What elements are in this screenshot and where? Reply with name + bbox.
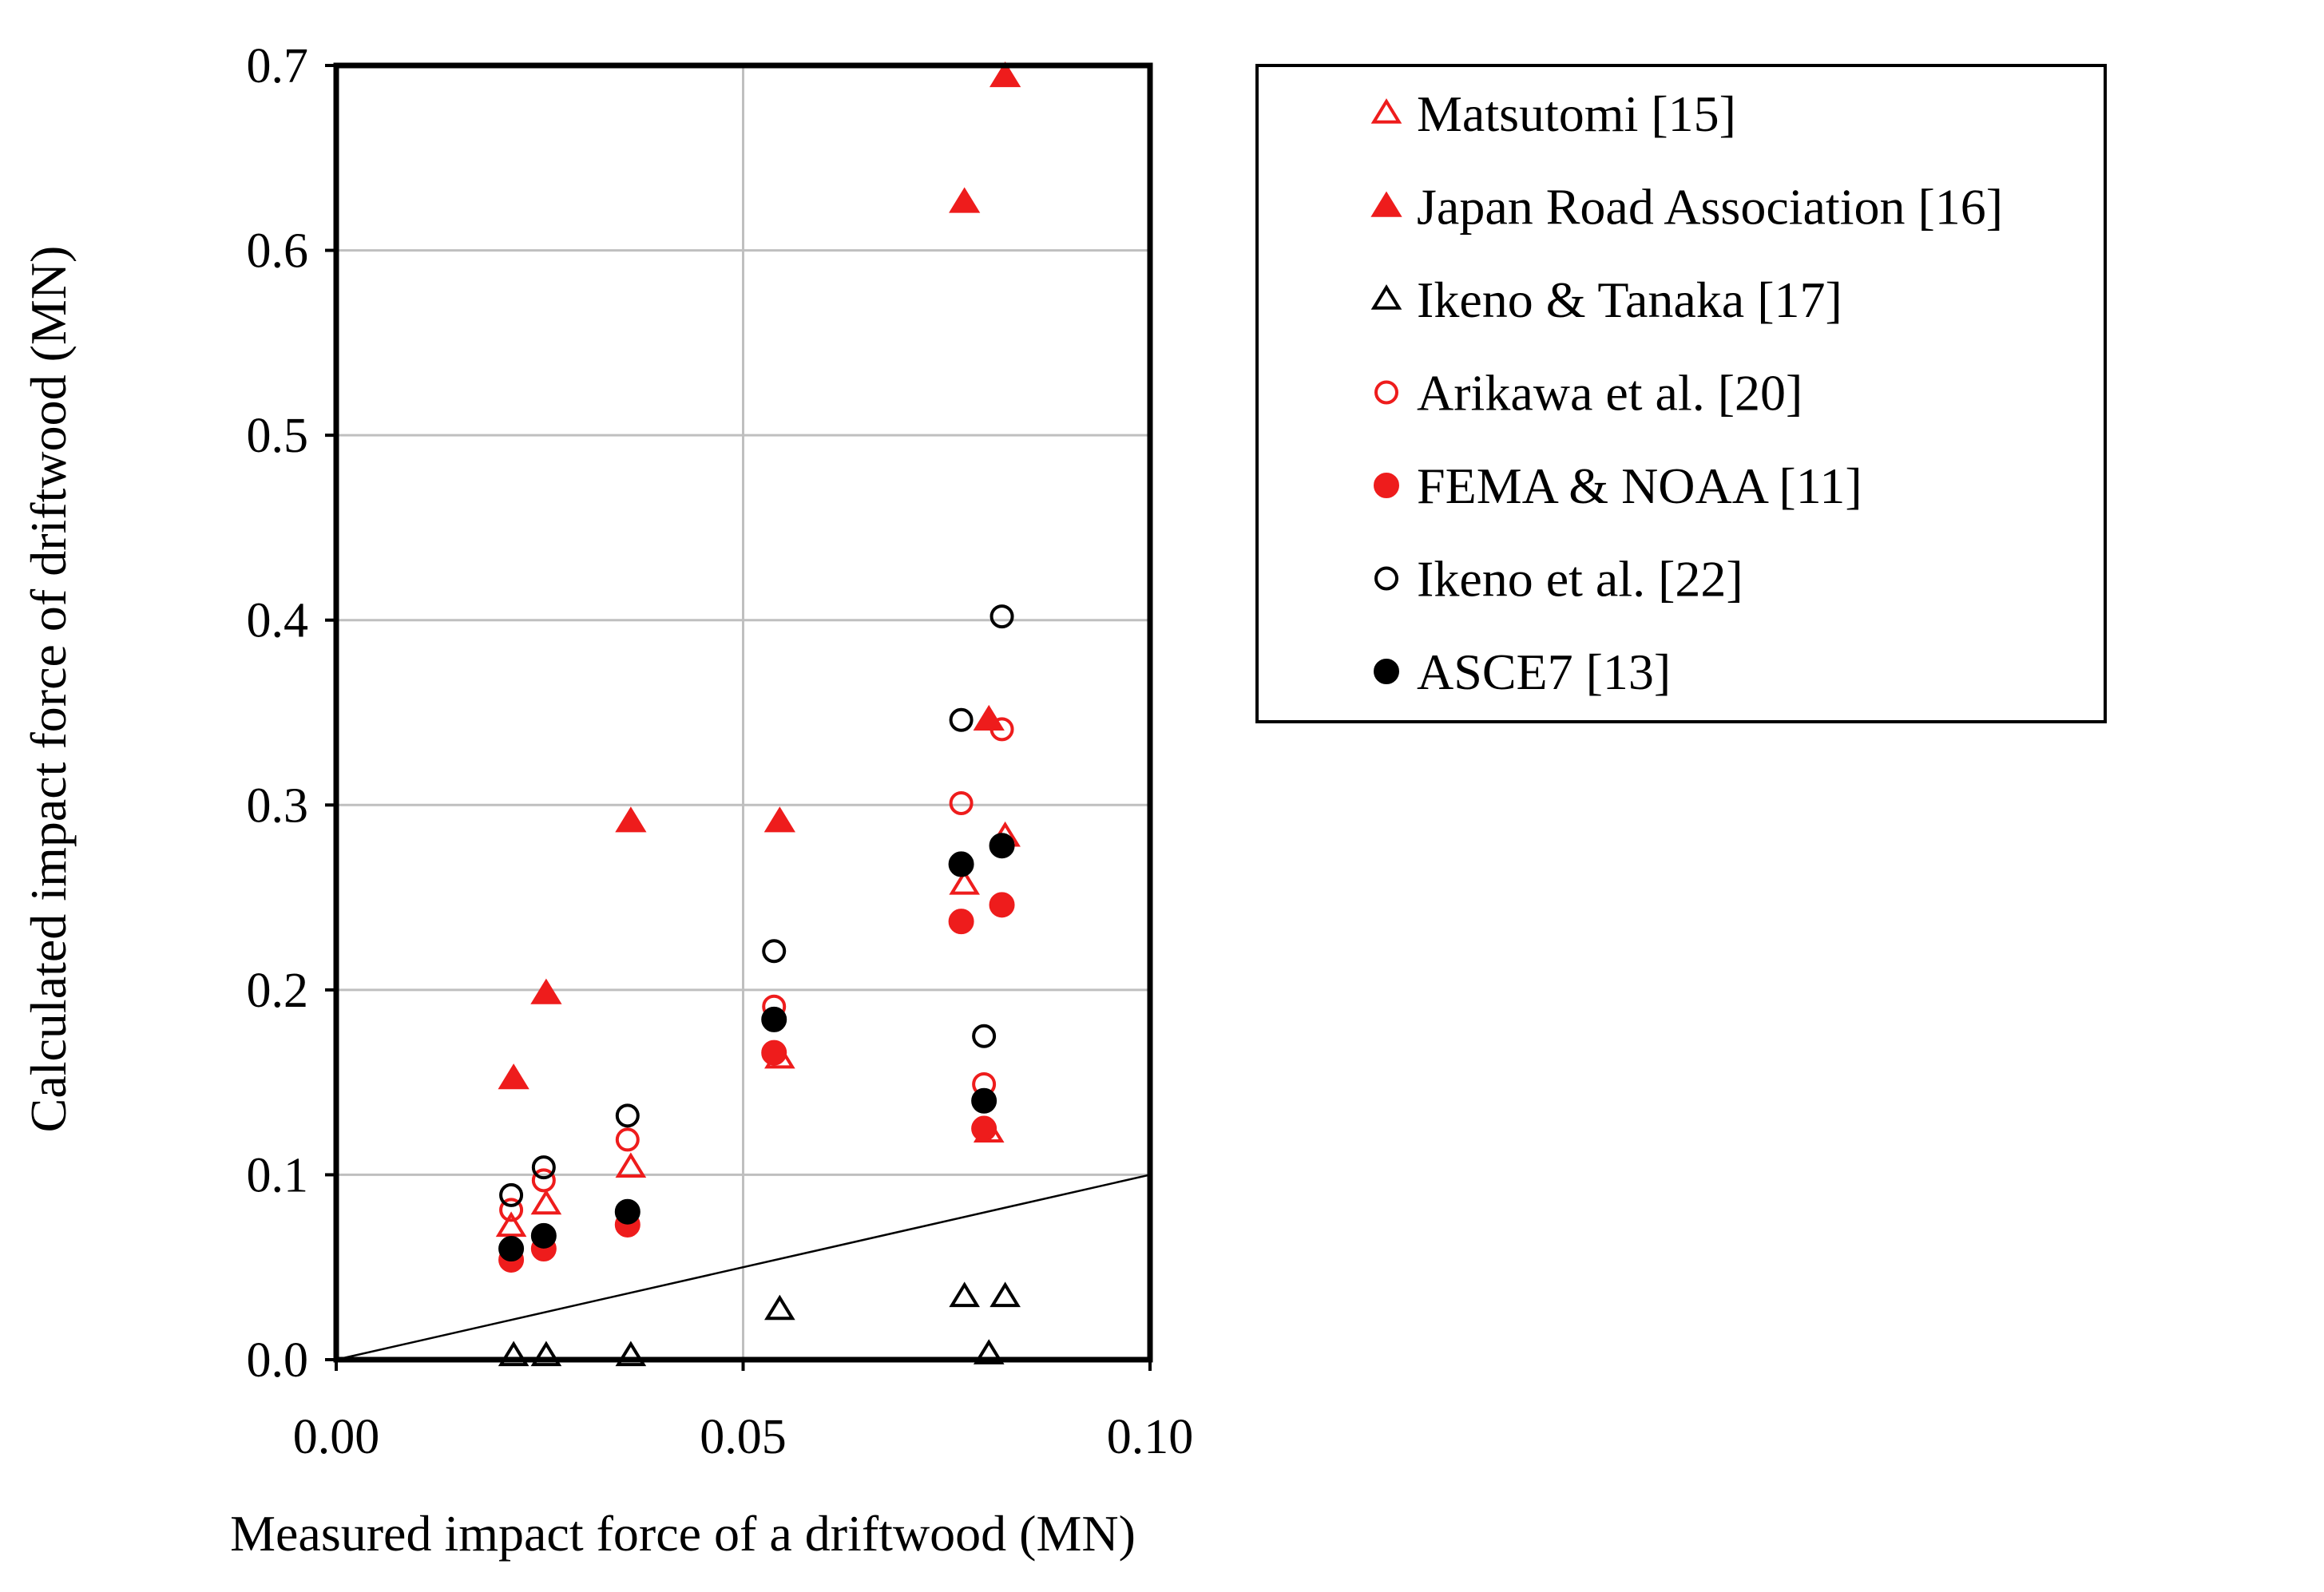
series-2 <box>498 1281 1021 1367</box>
data-point <box>948 909 974 935</box>
x-axis-ticks: 0.00 0.05 0.10 <box>293 1360 1194 1464</box>
data-point <box>498 1341 529 1367</box>
data-point <box>763 806 795 833</box>
legend-marker <box>1374 659 1399 684</box>
legend-marker <box>1374 380 1398 405</box>
legend-label: Ikeno et al. [22] <box>1417 551 1743 608</box>
data-point <box>973 1339 1005 1364</box>
data-point <box>972 1024 997 1048</box>
x-tick-label: 0.05 <box>700 1410 787 1464</box>
legend-marker <box>1374 473 1399 498</box>
y-tick-label: 0.1 <box>247 1148 309 1202</box>
legend-marker <box>1370 284 1402 310</box>
data-point <box>764 1294 795 1321</box>
data-point <box>989 892 1015 918</box>
series-6 <box>498 833 1015 1262</box>
reference-line-y-equals-x <box>335 1174 1151 1361</box>
data-point <box>989 717 1014 742</box>
data-point <box>615 1127 640 1152</box>
data-point <box>499 1182 524 1207</box>
data-point <box>615 1152 647 1178</box>
data-point <box>971 1087 997 1114</box>
series-4 <box>498 892 1015 1273</box>
data-point <box>949 1281 980 1308</box>
data-point <box>948 851 974 877</box>
data-point <box>530 1341 562 1367</box>
legend-frame <box>1255 64 2107 723</box>
x-axis-title: Measured impact force of a driftwood (MN… <box>230 1505 1136 1562</box>
y-tick-label: 0.3 <box>247 778 309 833</box>
data-point <box>498 1236 525 1262</box>
data-point <box>949 790 974 815</box>
legend-marker <box>1370 98 1402 124</box>
data-point <box>615 806 647 833</box>
data-point <box>949 869 980 895</box>
data-point <box>761 1006 787 1032</box>
data-point <box>615 1341 647 1367</box>
data-point <box>971 1115 997 1142</box>
y-axis-ticks: 0.0 0.1 0.2 0.3 0.4 0.5 0.6 0.7 <box>247 39 336 1388</box>
legend-label: Japan Road Association [16] <box>1417 179 2003 236</box>
data-points <box>495 61 1021 1367</box>
series-5 <box>499 604 1014 1207</box>
legend-marker <box>1370 191 1402 217</box>
x-tick-label: 0.10 <box>1107 1410 1194 1464</box>
legend-label: Ikeno & Tanaka [17] <box>1417 271 1842 328</box>
data-point <box>762 939 787 964</box>
legend-marker <box>1374 566 1398 591</box>
y-tick-label: 0.4 <box>247 594 309 648</box>
series-0 <box>495 821 1021 1238</box>
data-point <box>495 1211 527 1238</box>
data-point <box>949 187 981 213</box>
data-point <box>499 1198 524 1222</box>
data-point <box>989 1281 1021 1308</box>
y-axis-title: Calculated impact force of driftwood (MN… <box>20 246 77 1133</box>
y-tick-label: 0.5 <box>247 409 309 463</box>
data-point <box>615 1103 640 1128</box>
data-point <box>989 61 1021 88</box>
data-point <box>498 1063 529 1090</box>
y-tick-label: 0.2 <box>247 964 309 1018</box>
data-point <box>530 1222 557 1249</box>
x-tick-label: 0.00 <box>293 1410 380 1464</box>
legend-label: ASCE7 [13] <box>1417 644 1671 700</box>
y-tick-label: 0.7 <box>247 39 309 93</box>
data-point <box>989 833 1015 859</box>
data-point <box>973 704 1005 731</box>
data-point <box>530 978 562 1004</box>
legend: Matsutomi [15] Japan Road Association [16… <box>1255 64 2107 723</box>
y-tick-label: 0.0 <box>247 1333 309 1388</box>
data-point <box>761 1040 787 1066</box>
data-point <box>531 1155 556 1180</box>
data-point <box>989 604 1014 629</box>
data-point <box>530 1189 562 1215</box>
legend-label: Arikawa et al. [20] <box>1417 365 1802 422</box>
data-point <box>949 707 974 732</box>
y-tick-label: 0.6 <box>247 224 309 279</box>
data-point <box>614 1198 640 1225</box>
data-point <box>531 1168 556 1193</box>
legend-label: Matsutomi [15] <box>1417 85 1736 142</box>
series-3 <box>499 717 1014 1222</box>
series-1 <box>498 61 1021 1090</box>
legend-label: FEMA & NOAA [11] <box>1417 457 1862 514</box>
grid-lines <box>336 65 1150 1360</box>
